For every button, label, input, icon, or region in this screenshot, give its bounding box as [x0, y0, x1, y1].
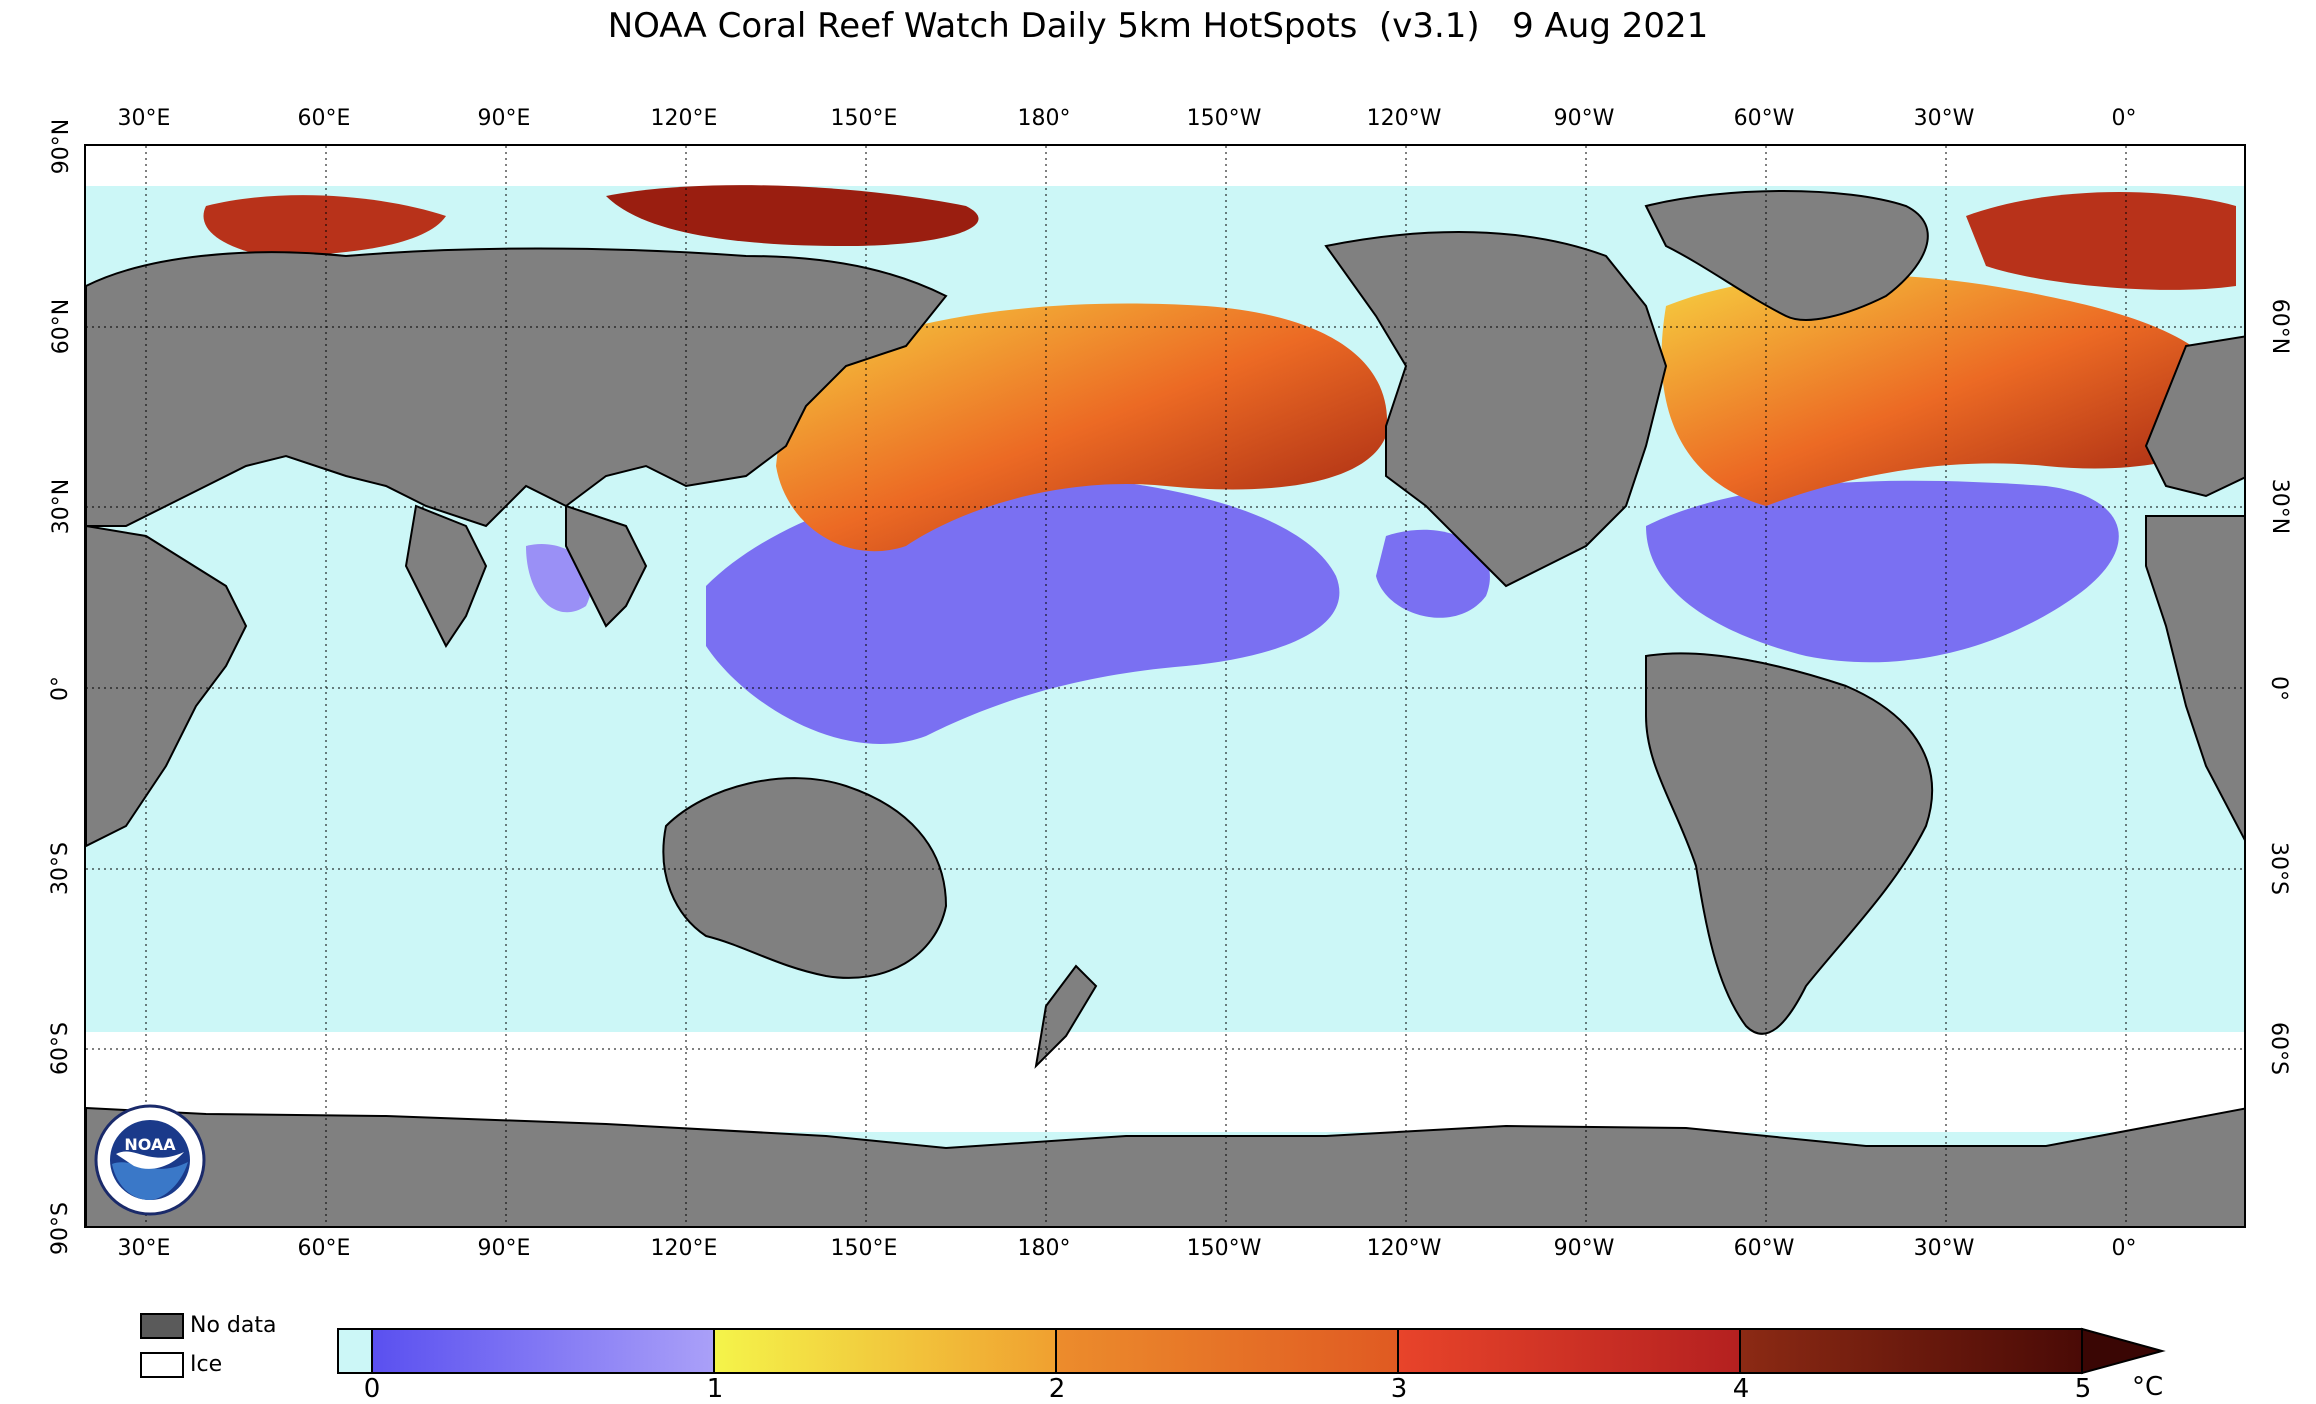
lat-label-right: 0° — [2266, 676, 2291, 701]
antarctica — [86, 1106, 2244, 1226]
colorbar-tick: 3 — [1390, 1374, 1408, 1404]
lon-label-top: 120°E — [650, 106, 718, 131]
lat-label-left: 30°N — [49, 478, 75, 535]
colorbar-segment — [371, 1328, 715, 1374]
hotspot-east-pacific — [1376, 529, 1490, 618]
lon-label-bottom: 30°W — [1913, 1236, 1975, 1261]
ice-label: Ice — [190, 1352, 223, 1377]
lon-label-bottom: 30°E — [117, 1236, 171, 1261]
southern-ice — [86, 1032, 2244, 1132]
colorbar-segment — [713, 1328, 1057, 1374]
lon-label-top: 90°W — [1553, 106, 1615, 131]
lat-label-left: 30°S — [47, 842, 73, 895]
legend-no-data: No data — [140, 1313, 276, 1339]
lon-label-top: 90°E — [477, 106, 531, 131]
no-data-label: No data — [190, 1313, 277, 1338]
lat-label-left: 60°N — [49, 298, 75, 355]
colorbar-unit: °C — [2132, 1372, 2164, 1402]
lat-label-left: 90°N — [49, 118, 75, 175]
colorbar-tick: 2 — [1048, 1374, 1066, 1404]
noaa-logo-text: NOAA — [124, 1135, 176, 1154]
colorbar-zero-swatch — [337, 1328, 373, 1374]
south-america — [1645, 652, 1934, 1035]
map-title: NOAA Coral Reef Watch Daily 5km HotSpots… — [607, 6, 1709, 46]
lon-label-top: 150°W — [1186, 106, 1262, 131]
lon-label-bottom: 120°E — [650, 1236, 718, 1261]
lon-label-top: 150°E — [830, 106, 898, 131]
lon-label-bottom: 150°W — [1186, 1236, 1262, 1261]
lon-label-top: 0° — [2111, 106, 2137, 131]
hotspot-north-pacific — [776, 303, 1388, 552]
lon-label-bottom: 0° — [2111, 1236, 2137, 1261]
hotspot-north-atlantic — [1661, 274, 2236, 506]
lon-label-top: 30°W — [1913, 106, 1975, 131]
lat-label-right: 60°S — [2265, 1022, 2291, 1075]
colorbar-tick: 4 — [1732, 1374, 1750, 1404]
colorbar-tick: 1 — [706, 1374, 724, 1404]
arctic-ice — [86, 146, 2244, 186]
graticule — [86, 146, 2244, 1226]
lon-label-bottom: 90°W — [1553, 1236, 1615, 1261]
lon-label-top: 60°E — [297, 106, 351, 131]
lat-label-left: 90°S — [47, 1202, 73, 1255]
lat-label-left: 0° — [48, 676, 73, 701]
hotspot-map — [84, 144, 2246, 1228]
lon-label-top: 120°W — [1366, 106, 1442, 131]
hotspot-arctic-siberia — [606, 185, 979, 246]
colorbar — [337, 1327, 2166, 1375]
greenland — [1644, 190, 1929, 321]
africa-west — [2145, 515, 2244, 841]
new-zealand — [1034, 964, 1098, 1069]
lon-label-top: 60°W — [1733, 106, 1795, 131]
lon-label-bottom: 180° — [1017, 1236, 1071, 1261]
north-america — [1324, 231, 1668, 588]
lon-label-bottom: 120°W — [1366, 1236, 1442, 1261]
europe-west — [2144, 335, 2244, 498]
lat-label-right: 30°N — [2267, 478, 2293, 535]
hotspot-greenland-sea — [1966, 192, 2236, 290]
no-data-swatch — [140, 1313, 184, 1339]
australia — [662, 777, 948, 979]
lon-label-bottom: 150°E — [830, 1236, 898, 1261]
hotspot-barents — [203, 195, 446, 256]
lon-label-top: 30°E — [117, 106, 171, 131]
eurasia — [86, 247, 948, 528]
ice-swatch — [140, 1352, 184, 1378]
colorbar-tick: 5 — [2074, 1374, 2092, 1404]
lon-label-bottom: 60°W — [1733, 1236, 1795, 1261]
colorbar-segment — [1397, 1328, 1741, 1374]
colorbar-extension-arrow — [2081, 1327, 2166, 1375]
africa — [86, 524, 248, 848]
lat-label-right: 30°S — [2265, 842, 2291, 895]
lon-label-bottom: 90°E — [477, 1236, 531, 1261]
colorbar-segment — [1739, 1328, 2083, 1374]
noaa-logo: NOAA — [94, 1104, 206, 1216]
lon-label-bottom: 60°E — [297, 1236, 351, 1261]
southeast-asia — [565, 504, 648, 628]
hotspot-atlantic — [1646, 480, 2119, 663]
legend-ice: Ice — [140, 1352, 222, 1378]
lat-label-left: 60°S — [47, 1022, 73, 1075]
colorbar-segment — [1055, 1328, 1399, 1374]
india — [404, 504, 488, 648]
map-canvas — [86, 146, 2244, 1226]
lat-label-right: 60°N — [2267, 298, 2293, 355]
lon-label-top: 180° — [1017, 106, 1071, 131]
colorbar-tick: 0 — [363, 1374, 381, 1404]
